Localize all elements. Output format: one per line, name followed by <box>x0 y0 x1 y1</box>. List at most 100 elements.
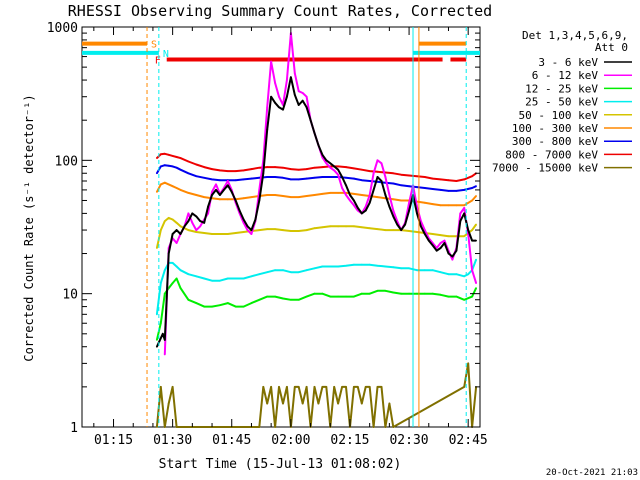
data-point <box>175 221 178 224</box>
data-point <box>372 426 375 428</box>
data-point <box>431 188 434 190</box>
data-point <box>155 339 158 341</box>
data-point <box>313 385 316 388</box>
data-point <box>353 177 355 180</box>
data-point <box>187 172 190 175</box>
data-point <box>258 189 261 191</box>
data-point <box>187 220 190 223</box>
series-7000-15000keV <box>155 362 478 428</box>
data-point <box>266 228 269 230</box>
data-point <box>191 221 194 224</box>
data-point <box>376 159 379 162</box>
data-point <box>270 95 273 98</box>
data-point <box>250 168 253 170</box>
data-point <box>337 402 340 405</box>
data-point <box>333 165 336 168</box>
data-point <box>439 293 442 296</box>
data-point <box>301 402 304 405</box>
data-point <box>427 239 430 242</box>
data-point <box>423 269 426 272</box>
data-point <box>171 185 174 188</box>
data-point <box>289 230 292 232</box>
data-point <box>155 426 158 428</box>
data-point <box>297 230 300 232</box>
data-point <box>159 229 162 231</box>
data-point <box>242 277 245 280</box>
data-point <box>360 263 363 266</box>
legend-label: 800 - 7000 keV <box>505 148 598 161</box>
x-tick-label: 01:45 <box>212 433 251 448</box>
data-point <box>282 176 284 179</box>
data-point <box>459 212 462 215</box>
data-point <box>400 267 403 270</box>
data-point <box>321 226 324 229</box>
data-point <box>187 298 190 301</box>
series-line <box>155 259 478 315</box>
data-point <box>376 176 379 178</box>
data-point <box>266 176 269 178</box>
series-3-6keV <box>155 76 477 348</box>
plot-frame <box>81 26 481 428</box>
data-point <box>305 295 308 298</box>
series-25-50keV <box>155 258 478 316</box>
data-point <box>337 173 340 176</box>
data-point <box>254 218 257 221</box>
data-point <box>345 194 347 196</box>
data-point <box>262 172 265 175</box>
data-point <box>226 277 229 280</box>
data-point <box>329 176 332 178</box>
legend-header: Det 1,3,4,5,6,9, <box>522 29 628 42</box>
data-point <box>289 76 292 79</box>
data-point <box>471 229 474 231</box>
data-point <box>431 292 434 295</box>
data-point <box>392 215 395 218</box>
data-point <box>282 166 284 169</box>
data-point <box>250 196 253 198</box>
data-point <box>392 172 395 175</box>
data-point <box>345 225 347 228</box>
data-point <box>286 95 288 98</box>
data-point <box>266 295 269 298</box>
data-point <box>313 194 316 196</box>
data-point <box>179 426 182 428</box>
data-point <box>439 247 442 249</box>
data-point <box>345 176 347 179</box>
data-point <box>380 385 383 388</box>
data-point <box>321 292 324 295</box>
data-point <box>337 168 340 171</box>
data-point <box>219 198 221 201</box>
data-point <box>215 189 217 191</box>
data-point <box>155 313 158 316</box>
data-point <box>250 302 253 304</box>
data-point <box>356 385 359 388</box>
data-point <box>376 228 379 230</box>
x-tick-label: 01:15 <box>94 433 133 448</box>
data-point <box>443 242 446 244</box>
data-point <box>337 295 340 298</box>
data-point <box>416 269 418 272</box>
legend-label: 50 - 100 keV <box>519 109 599 122</box>
x-tick-label: 02:00 <box>271 433 310 448</box>
data-point <box>471 295 474 298</box>
data-point <box>289 298 292 301</box>
x-axis-label: Start Time (15-Jul-13 01:08:02) <box>159 457 402 472</box>
data-point <box>203 277 206 280</box>
data-point <box>321 265 324 268</box>
plot-area <box>81 26 481 428</box>
data-point <box>301 99 304 102</box>
data-point <box>364 209 367 212</box>
data-point <box>368 292 371 295</box>
data-point <box>360 179 363 182</box>
data-point <box>345 166 347 168</box>
data-point <box>171 154 174 157</box>
data-point <box>329 191 332 194</box>
legend-label: 100 - 300 keV <box>512 122 598 135</box>
data-point <box>384 176 387 178</box>
data-point <box>155 345 158 348</box>
data-point <box>345 264 347 267</box>
data-point <box>447 252 450 255</box>
data-point <box>297 90 300 93</box>
data-point <box>187 191 190 194</box>
data-point <box>163 292 166 295</box>
data-point <box>289 271 292 274</box>
